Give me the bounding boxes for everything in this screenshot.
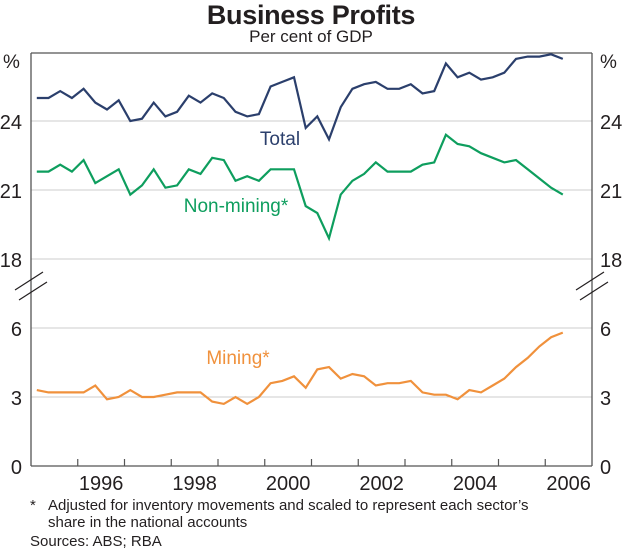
chart-title: Business Profits bbox=[206, 0, 416, 30]
y-tick-label-right: 24 bbox=[600, 112, 622, 134]
series-label: Total bbox=[260, 129, 300, 150]
y-tick-label-left: 3 bbox=[11, 388, 22, 410]
y-tick-label-right: 6 bbox=[600, 319, 611, 341]
x-tick-label: 2006 bbox=[546, 473, 591, 495]
y-tick-label-left: 18 bbox=[0, 250, 22, 272]
y-tick-label-right: 18 bbox=[600, 250, 622, 272]
break-line bbox=[18, 281, 48, 301]
series-label: Mining* bbox=[206, 348, 270, 369]
x-tick-label: 2000 bbox=[266, 473, 311, 495]
axis-break-left bbox=[14, 271, 48, 301]
series-line-total bbox=[36, 53, 564, 143]
footnote-asterisk: * bbox=[30, 497, 36, 514]
x-tick-label: 2004 bbox=[453, 473, 498, 495]
y-tick-label-right: 21 bbox=[600, 181, 622, 203]
break-line bbox=[575, 271, 605, 291]
chart-subtitle: Per cent of GDP bbox=[249, 27, 373, 46]
y-tick-label-left: 0 bbox=[11, 457, 22, 479]
y-tick-label-left: 24 bbox=[0, 112, 22, 134]
series-lines bbox=[36, 53, 564, 406]
axis-break-right bbox=[575, 271, 609, 301]
y-tick-label-right: 0 bbox=[600, 457, 611, 479]
series-line-non-mining bbox=[36, 133, 564, 242]
gridlines bbox=[31, 120, 592, 398]
break-line bbox=[14, 271, 44, 291]
y-tick-label-left: 21 bbox=[0, 181, 22, 203]
series-line-mining bbox=[36, 331, 564, 406]
labels: 18 18 21 21 24 24 0 0 3 3 6 6% % 1996 1998 2000 2002 2004… bbox=[0, 52, 622, 495]
y-tick-label-right: 3 bbox=[600, 388, 611, 410]
x-tick-label: 2002 bbox=[359, 473, 404, 495]
x-tick-label: 1996 bbox=[79, 473, 124, 495]
break-line bbox=[579, 281, 609, 301]
x-tick-label: 1998 bbox=[172, 473, 217, 495]
y-tick-label-left: 6 bbox=[11, 319, 22, 341]
y-unit-label-right: % bbox=[600, 52, 617, 73]
axes bbox=[14, 52, 609, 467]
y-unit-label-left: % bbox=[3, 52, 20, 73]
sources: Sources: ABS; RBA bbox=[30, 533, 162, 550]
footnote-line-1: Adjusted for inventory movements and sca… bbox=[48, 497, 529, 514]
series-label: Non-mining* bbox=[184, 196, 289, 217]
footnote-line-2: share in the national accounts bbox=[48, 514, 248, 531]
